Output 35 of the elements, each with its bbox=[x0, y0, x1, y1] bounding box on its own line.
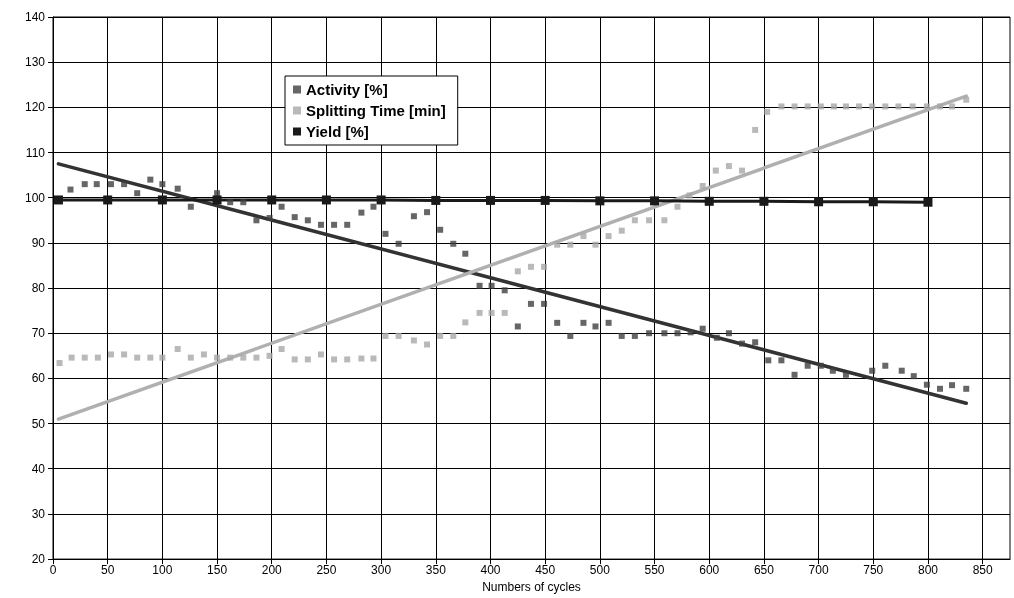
y-tick-label: 40 bbox=[31, 461, 46, 476]
x-tick-label: 300 bbox=[371, 563, 392, 578]
legend-label: Splitting Time [min] bbox=[306, 102, 446, 119]
x-tick-label: 850 bbox=[972, 563, 993, 578]
y-tick-label: 120 bbox=[24, 100, 46, 115]
x-tick-label: 200 bbox=[261, 563, 283, 578]
y-tick-label: 130 bbox=[24, 55, 46, 70]
x-tick-label: 150 bbox=[207, 563, 228, 578]
x-tick-label: 350 bbox=[425, 563, 447, 578]
x-tick-label: 400 bbox=[480, 563, 501, 578]
legend-label: Yield [%] bbox=[306, 123, 369, 140]
y-tick-label: 100 bbox=[24, 190, 46, 205]
y-tick-label: 70 bbox=[31, 326, 46, 341]
x-tick-label: 800 bbox=[917, 563, 939, 578]
x-tick-label: 250 bbox=[316, 563, 337, 578]
x-axis-title: Numbers of cycles bbox=[482, 580, 581, 594]
x-tick-label: 0 bbox=[49, 563, 57, 578]
x-tick-label: 450 bbox=[535, 563, 556, 578]
x-tick-label: 750 bbox=[863, 563, 884, 578]
x-tick-label: 100 bbox=[152, 563, 173, 578]
x-tick-label: 550 bbox=[644, 563, 665, 578]
y-tick-label: 80 bbox=[31, 281, 46, 296]
y-tick-label: 50 bbox=[31, 416, 46, 431]
x-tick-label: 700 bbox=[808, 563, 829, 578]
y-tick-label: 60 bbox=[31, 371, 46, 386]
y-tick-label: 140 bbox=[24, 10, 46, 24]
x-tick-label: 50 bbox=[101, 563, 115, 578]
y-tick-label: 90 bbox=[31, 235, 46, 250]
x-tick-label: 500 bbox=[589, 563, 611, 578]
legend-label: Activity [%] bbox=[306, 81, 388, 98]
x-tick-label: 600 bbox=[699, 563, 720, 578]
y-tick-label: 110 bbox=[25, 145, 46, 160]
x-tick-label: 650 bbox=[753, 563, 775, 578]
y-tick-label: 30 bbox=[31, 506, 46, 521]
y-tick-label: 20 bbox=[31, 552, 46, 567]
